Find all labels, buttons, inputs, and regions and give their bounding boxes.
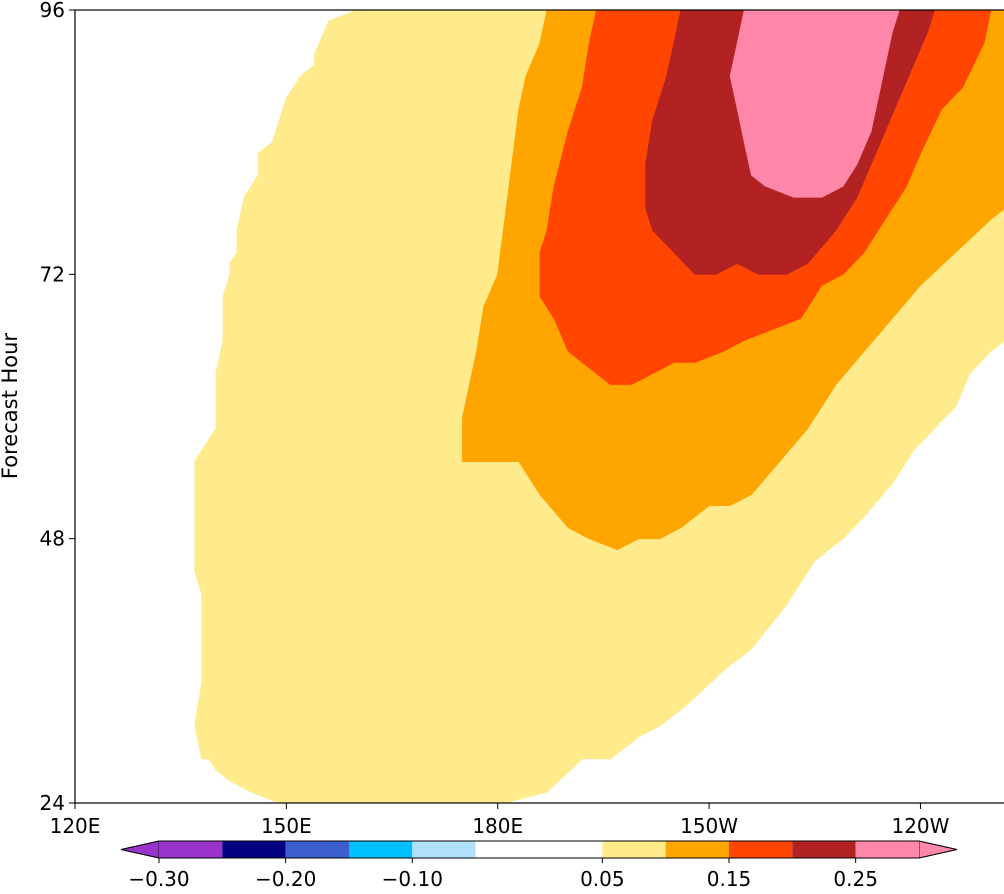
plot-area xyxy=(74,9,1004,804)
filled-contour-regions xyxy=(194,10,1004,803)
colorbar-tick-label: 0.25 xyxy=(833,867,878,891)
y-tick-label: 48 xyxy=(40,527,65,551)
x-tick-label: 150W xyxy=(680,814,738,838)
colorbar-over-extension xyxy=(918,840,958,859)
colorbar-tick-label: −0.20 xyxy=(255,867,316,891)
colorbar-segment xyxy=(665,841,729,858)
y-tick-label: 72 xyxy=(40,262,65,286)
y-tick-label: 96 xyxy=(40,0,65,22)
contour-region-4 xyxy=(729,10,900,198)
colorbar-tick-label: 0.05 xyxy=(580,867,625,891)
x-tick-label: 120E xyxy=(50,814,101,838)
colorbar-segment xyxy=(349,841,413,858)
y-tick-label: 24 xyxy=(40,791,65,815)
colorbar-segment xyxy=(412,841,476,858)
y-axis: 24 48 72 96 xyxy=(40,0,75,815)
x-axis: 120E 150E 180E 150W 120W xyxy=(50,803,950,838)
colorbar-segment xyxy=(475,841,603,858)
x-tick-label: 150E xyxy=(261,814,312,838)
colorbar-segment xyxy=(159,841,223,858)
colorbar-under-extension xyxy=(120,840,160,859)
colorbar-tick-label: 0.15 xyxy=(707,867,752,891)
colorbar-segment xyxy=(222,841,286,858)
plot-frame xyxy=(74,9,1004,804)
colorbar-segment xyxy=(855,841,919,858)
x-tick-label: 180E xyxy=(472,814,523,838)
colorbar-segment xyxy=(792,841,856,858)
colorbar-segment xyxy=(602,841,666,858)
colorbar-tick-label: −0.10 xyxy=(382,867,443,891)
y-axis-title: Forecast Hour xyxy=(0,333,22,479)
colorbar: −0.30 −0.20 −0.10 0.05 0.15 0.25 xyxy=(120,840,958,891)
x-tick-label: 120W xyxy=(891,814,949,838)
colorbar-tick-label: −0.30 xyxy=(128,867,189,891)
colorbar-segment xyxy=(729,841,793,858)
colorbar-segment xyxy=(285,841,349,858)
